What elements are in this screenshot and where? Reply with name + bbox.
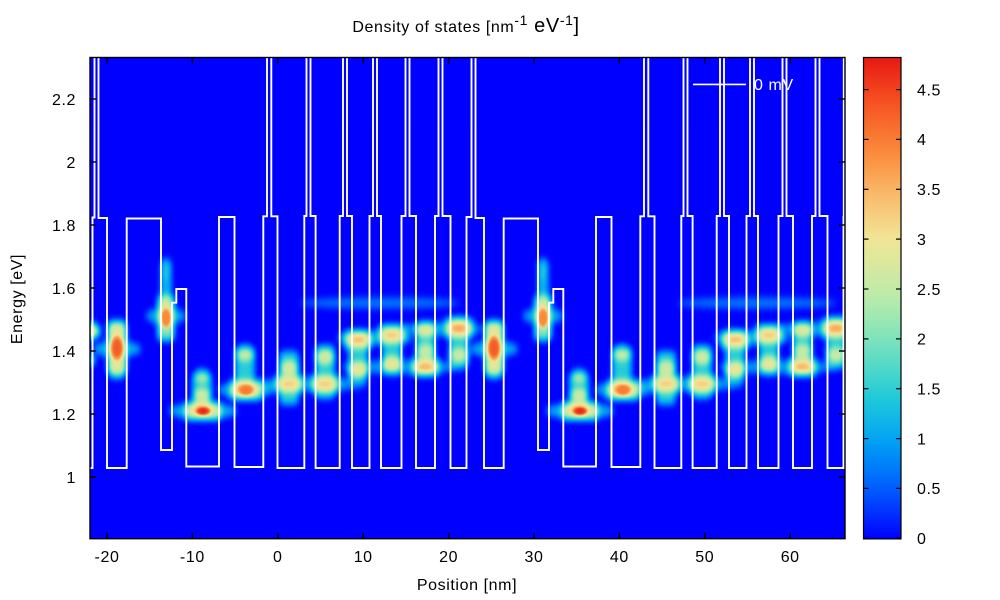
svg-text:1.5: 1.5 xyxy=(917,382,941,399)
svg-text:3: 3 xyxy=(917,232,927,249)
svg-text:Energy [eV]: Energy [eV] xyxy=(9,254,26,344)
svg-text:4: 4 xyxy=(917,132,927,149)
svg-text:0 mV: 0 mV xyxy=(754,77,794,94)
svg-text:50: 50 xyxy=(695,549,714,566)
svg-text:2: 2 xyxy=(67,155,77,172)
svg-text:1: 1 xyxy=(917,431,927,448)
svg-text:Density of states [nm-1 eV-1]: Density of states [nm-1 eV-1] xyxy=(352,12,579,37)
svg-text:1.2: 1.2 xyxy=(52,407,76,424)
svg-text:30: 30 xyxy=(525,549,544,566)
svg-text:40: 40 xyxy=(610,549,629,566)
svg-text:1.6: 1.6 xyxy=(52,281,76,298)
svg-text:Position [nm]: Position [nm] xyxy=(417,577,517,594)
svg-text:0.5: 0.5 xyxy=(917,481,941,498)
svg-text:0: 0 xyxy=(917,531,927,548)
svg-text:1.4: 1.4 xyxy=(52,344,76,361)
svg-text:3.5: 3.5 xyxy=(917,182,941,199)
svg-text:20: 20 xyxy=(439,549,458,566)
svg-text:2.5: 2.5 xyxy=(917,282,941,299)
svg-text:60: 60 xyxy=(781,549,800,566)
svg-text:4.5: 4.5 xyxy=(917,82,941,99)
svg-text:2.2: 2.2 xyxy=(52,92,76,109)
svg-text:2: 2 xyxy=(917,332,927,349)
svg-text:1: 1 xyxy=(67,470,77,487)
svg-text:-20: -20 xyxy=(95,549,120,566)
svg-text:-10: -10 xyxy=(180,549,205,566)
svg-text:10: 10 xyxy=(354,549,373,566)
svg-text:1.8: 1.8 xyxy=(52,218,76,235)
svg-text:0: 0 xyxy=(273,549,283,566)
